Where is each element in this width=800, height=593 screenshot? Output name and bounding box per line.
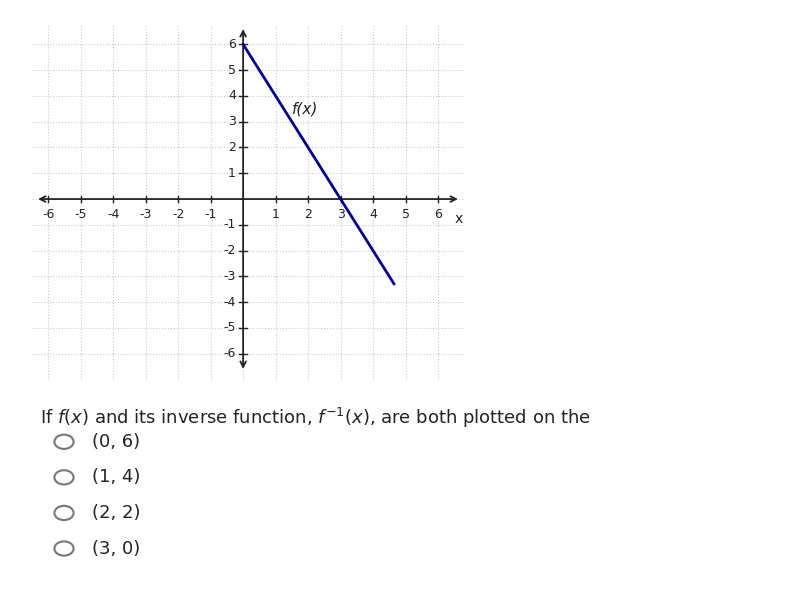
Text: -4: -4 <box>224 296 236 309</box>
Text: -5: -5 <box>223 321 236 334</box>
Text: -2: -2 <box>172 208 184 221</box>
Text: -4: -4 <box>107 208 119 221</box>
Text: 5: 5 <box>402 208 410 221</box>
Text: (2, 2): (2, 2) <box>92 504 141 522</box>
Text: 5: 5 <box>228 63 236 76</box>
Text: 1: 1 <box>228 167 236 180</box>
Text: -2: -2 <box>224 244 236 257</box>
Text: 2: 2 <box>228 141 236 154</box>
Text: 4: 4 <box>228 90 236 103</box>
Text: If $f(x)$ and its inverse function, $f^{-1}(x)$, are both plotted on the: If $f(x)$ and its inverse function, $f^{… <box>40 406 591 431</box>
Text: x: x <box>455 212 463 226</box>
Text: 3: 3 <box>228 115 236 128</box>
Text: (1, 4): (1, 4) <box>92 468 140 486</box>
Text: 1: 1 <box>272 208 279 221</box>
Text: 4: 4 <box>369 208 377 221</box>
Text: -6: -6 <box>42 208 54 221</box>
Text: (3, 0): (3, 0) <box>92 540 140 557</box>
Text: -6: -6 <box>224 347 236 360</box>
Text: 3: 3 <box>337 208 345 221</box>
Text: -3: -3 <box>224 270 236 283</box>
Text: 2: 2 <box>304 208 312 221</box>
Text: f(x): f(x) <box>292 101 318 116</box>
Text: -1: -1 <box>205 208 217 221</box>
Text: (0, 6): (0, 6) <box>92 433 140 451</box>
Text: -5: -5 <box>74 208 87 221</box>
Text: 6: 6 <box>228 38 236 51</box>
Text: -1: -1 <box>224 218 236 231</box>
Text: 6: 6 <box>434 208 442 221</box>
Text: -3: -3 <box>139 208 152 221</box>
